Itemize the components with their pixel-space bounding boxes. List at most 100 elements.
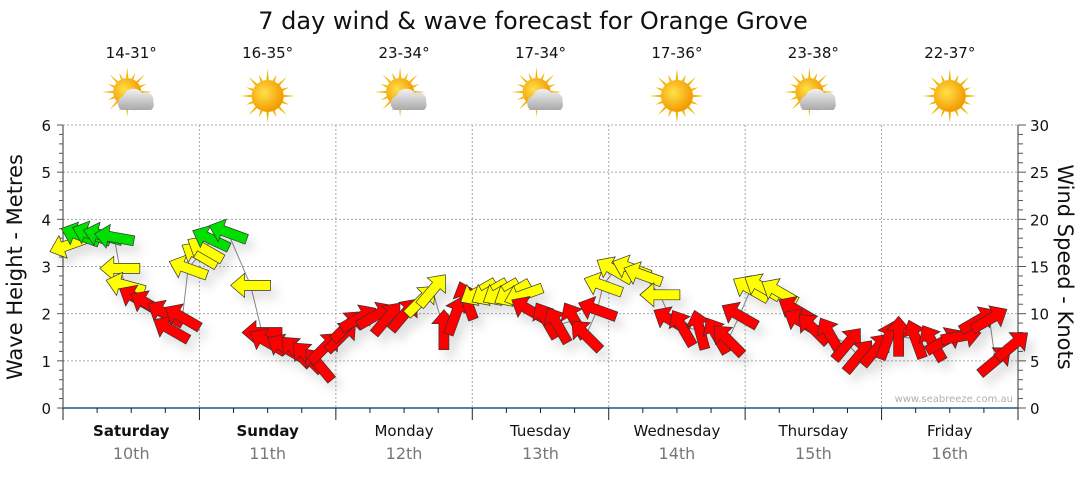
day-name-label: Sunday xyxy=(236,422,299,440)
sun-ray xyxy=(535,67,538,79)
day-name-label: Wednesday xyxy=(634,422,721,440)
sun-ray xyxy=(139,83,147,88)
wind-arrow xyxy=(230,272,271,299)
sun-ray xyxy=(940,74,945,82)
day-temperature: 17-34° xyxy=(515,44,566,62)
sun-ray xyxy=(668,74,673,82)
day-date-label: 15th xyxy=(795,444,832,463)
chart-title: 7 day wind & wave forecast for Orange Gr… xyxy=(258,7,808,35)
cloud-shape xyxy=(390,88,427,110)
sun-ray xyxy=(922,94,934,98)
sun-ray xyxy=(246,100,254,105)
sun-ray xyxy=(409,74,418,83)
sun-icon xyxy=(240,69,295,123)
sun-ray xyxy=(545,74,555,83)
sun-ray xyxy=(517,96,525,101)
sun-ray xyxy=(107,96,115,101)
wind-arrow xyxy=(721,301,760,331)
sun-ray xyxy=(375,90,387,94)
y2-tick-label: 10 xyxy=(1030,306,1049,324)
day-temperature: 22-37° xyxy=(924,44,975,62)
sun-ray xyxy=(528,72,533,80)
day-name-label: Thursday xyxy=(777,422,848,440)
sun-ray xyxy=(687,76,697,86)
wind-arrow xyxy=(208,218,249,245)
sun-ray xyxy=(517,83,525,88)
sun-ray xyxy=(404,72,409,80)
sun-ray xyxy=(657,76,667,86)
sun-ray xyxy=(948,69,952,81)
sun-disc xyxy=(660,80,693,112)
day-date-label: 16th xyxy=(931,444,968,463)
wind-arrow xyxy=(798,314,832,347)
y2-tick-label: 0 xyxy=(1030,400,1040,418)
sun-ray xyxy=(940,110,945,118)
day-temperature: 23-38° xyxy=(788,44,839,62)
wind-arrow xyxy=(623,261,664,287)
sun-ray xyxy=(964,100,972,105)
y-tick-label: 4 xyxy=(41,211,51,229)
wind-arrow xyxy=(993,332,1029,363)
y-tick-label: 3 xyxy=(41,259,51,277)
day-temperature: 16-35° xyxy=(242,44,293,62)
day-temperature: 17-36° xyxy=(651,44,702,62)
y-tick-label: 2 xyxy=(41,306,51,324)
sun-ray xyxy=(813,72,818,80)
sun-ray xyxy=(266,111,269,123)
sun-ray xyxy=(649,94,661,98)
day-date-label: 14th xyxy=(659,444,696,463)
cloud-shape xyxy=(117,88,154,110)
day-date-label: 10th xyxy=(113,444,150,463)
sun-ray xyxy=(930,106,940,116)
day-temperature: 23-34° xyxy=(379,44,430,62)
sun-ray xyxy=(109,74,119,83)
y-tick-label: 0 xyxy=(41,400,51,418)
watermark: www.seabreeze.com.au xyxy=(895,394,1013,405)
sun-ray xyxy=(380,83,388,88)
sun-ray xyxy=(691,100,699,105)
sun-ray xyxy=(102,90,114,94)
cloud-shape xyxy=(800,88,836,110)
wind-arrow xyxy=(639,282,681,308)
y-tick-label: 5 xyxy=(41,164,51,182)
wind-arrow xyxy=(93,223,136,249)
sun-cloud-icon xyxy=(511,67,564,117)
sun-ray xyxy=(281,87,289,92)
sun-ray xyxy=(518,74,528,83)
sun-ray xyxy=(136,74,145,83)
y2-tick-label: 5 xyxy=(1030,353,1040,371)
y2-tick-label: 15 xyxy=(1030,259,1049,277)
sun-icon xyxy=(922,69,977,123)
sun-ray xyxy=(412,83,420,88)
sun-ray xyxy=(278,76,287,86)
sun-ray xyxy=(380,96,388,101)
wind-arrow xyxy=(105,271,147,297)
sun-cloud-icon xyxy=(102,67,154,117)
sun-ray xyxy=(965,94,977,98)
day-date-label: 13th xyxy=(522,444,559,463)
sun-ray xyxy=(928,100,936,105)
sun-ray xyxy=(240,94,252,98)
sun-ray xyxy=(540,72,545,80)
sun-ray xyxy=(691,87,699,92)
sun-ray xyxy=(657,106,667,116)
sun-ray xyxy=(258,74,263,82)
y-axis-label: Wave Height - Metres xyxy=(3,154,27,380)
y-tick-label: 1 xyxy=(41,353,51,371)
sun-ray xyxy=(248,106,258,116)
sun-ray xyxy=(278,106,287,116)
day-date-label: 12th xyxy=(386,444,423,463)
day-name-label: Saturday xyxy=(93,422,170,440)
sun-ray xyxy=(281,100,289,105)
sun-icon xyxy=(649,69,704,123)
sun-ray xyxy=(272,74,277,82)
sun-cloud-icon xyxy=(784,67,836,117)
day-name-label: Monday xyxy=(374,422,433,440)
sun-ray xyxy=(675,111,679,123)
sun-disc xyxy=(251,80,284,112)
sun-ray xyxy=(126,67,129,79)
cloud-shape xyxy=(527,88,564,110)
sun-ray xyxy=(801,72,806,80)
day-date-label: 11th xyxy=(249,444,286,463)
